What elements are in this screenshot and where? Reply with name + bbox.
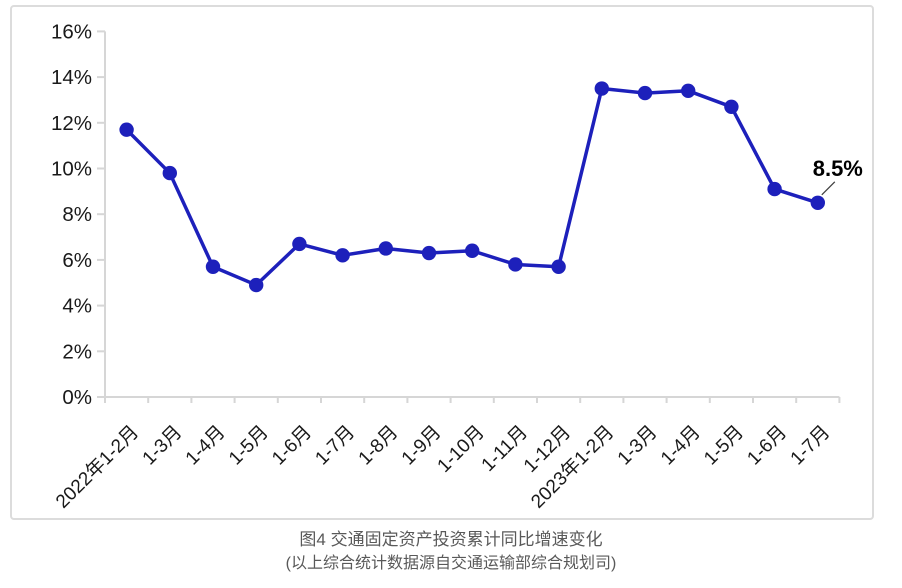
data-point (465, 243, 480, 258)
annotation-label: 8.5% (813, 156, 863, 181)
data-point (378, 241, 393, 256)
y-tick-label: 16% (51, 20, 92, 43)
x-tick-label: 1-4月 (182, 422, 230, 470)
data-point (551, 259, 566, 274)
data-point (119, 122, 134, 137)
y-tick-label: 10% (51, 158, 92, 181)
figure-caption: 图4 交通固定资产投资累计同比增速变化 (以上综合统计数据源自交通运输部综合规划… (0, 527, 902, 576)
y-tick-label: 12% (51, 112, 92, 135)
x-tick-label: 2022年1-2月 (51, 421, 143, 513)
x-tick-label: 1-6月 (268, 422, 316, 470)
data-point (162, 165, 177, 181)
x-tick-label: 1-4月 (657, 422, 705, 470)
data-point (421, 245, 437, 261)
x-tick-label: 1-3月 (139, 422, 187, 470)
figure-caption-source: (以上综合统计数据源自交通运输部综合规划司) (285, 555, 617, 572)
data-point (249, 277, 264, 293)
figure-caption-title: 图4 交通固定资产投资累计同比增速变化 (299, 530, 603, 549)
data-point (594, 81, 609, 96)
data-point (681, 83, 696, 99)
chart-frame (10, 5, 874, 520)
x-tick-label: 1-5月 (700, 422, 748, 470)
annotation-leader-line (821, 181, 836, 196)
x-tick-label: 1-5月 (225, 422, 273, 470)
data-point (508, 257, 523, 272)
data-point (335, 248, 350, 263)
x-tick-label: 1-7月 (311, 422, 359, 470)
y-tick-label: 14% (51, 66, 92, 89)
x-tick-label: 1-6月 (743, 422, 791, 470)
data-point (810, 195, 825, 210)
data-point (292, 236, 307, 252)
y-tick-label: 4% (62, 295, 92, 318)
data-point (767, 181, 782, 197)
y-tick-label: 6% (62, 249, 92, 272)
x-tick-label: 1-10月 (434, 422, 489, 477)
y-tick-label: 0% (62, 386, 92, 409)
data-point (205, 259, 221, 274)
x-tick-label: 1-7月 (787, 422, 835, 470)
x-tick-label: 1-11月 (478, 422, 532, 476)
data-point (724, 99, 739, 115)
y-tick-label: 8% (62, 203, 92, 226)
x-tick-label: 1-3月 (614, 422, 662, 470)
x-tick-label: 1-8月 (355, 422, 403, 470)
y-tick-label: 2% (62, 340, 92, 363)
data-point (637, 85, 653, 101)
